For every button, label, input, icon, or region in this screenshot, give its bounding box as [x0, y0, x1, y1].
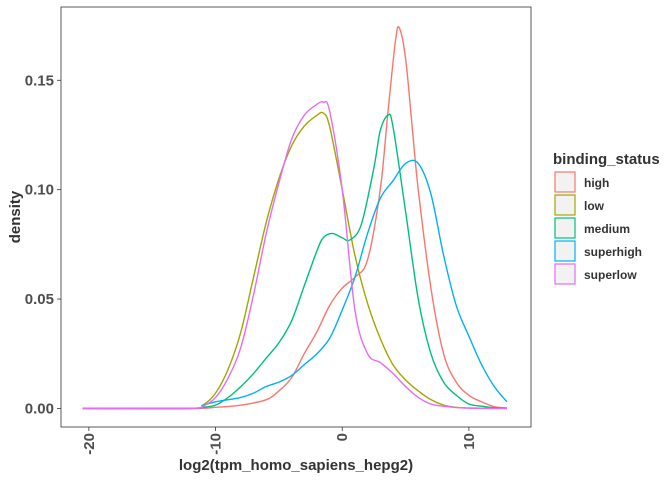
- y-axis-title: density: [7, 190, 24, 243]
- legend-key-medium: [554, 217, 576, 239]
- x-tick-label: 0: [334, 433, 351, 441]
- legend-label-high: high: [584, 176, 609, 190]
- density-curve-high: [82, 25, 508, 410]
- plot-panel: [60, 6, 532, 428]
- legend-key-superhigh: [554, 240, 576, 262]
- x-tick-label: -10: [208, 433, 225, 455]
- legend-item-medium: medium: [554, 217, 630, 239]
- density-curve-low: [82, 111, 507, 410]
- legend-item-high: high: [554, 171, 609, 193]
- legend-label-superhigh: superhigh: [584, 245, 642, 259]
- y-tick-label: 0.15: [25, 72, 54, 89]
- x-tick-label: 10: [461, 433, 478, 450]
- legend: binding_status high low medium superhigh sup…: [553, 151, 660, 285]
- density-curves: [82, 25, 508, 410]
- legend-item-low: low: [554, 194, 605, 216]
- x-axis-title: log2(tpm_homo_sapiens_hepg2): [179, 457, 413, 474]
- density-curve-superhigh: [82, 159, 508, 410]
- x-axis: -20 -10 0 10: [81, 427, 478, 455]
- legend-item-superhigh: superhigh: [554, 240, 642, 262]
- density-curve-superlow: [82, 100, 507, 410]
- legend-title: binding_status: [553, 151, 660, 168]
- density-curve-medium: [82, 113, 507, 410]
- legend-key-superlow: [554, 263, 576, 285]
- legend-item-superlow: superlow: [554, 263, 637, 285]
- legend-label-low: low: [584, 199, 605, 213]
- x-tick-label: -20: [81, 433, 98, 455]
- legend-key-high: [554, 171, 576, 193]
- y-axis: 0.00 0.05 0.10 0.15: [25, 72, 61, 417]
- legend-key-low: [554, 194, 576, 216]
- y-tick-label: 0.00: [25, 400, 54, 417]
- y-tick-label: 0.05: [25, 291, 54, 308]
- legend-label-superlow: superlow: [584, 268, 637, 282]
- y-tick-label: 0.10: [25, 182, 54, 199]
- legend-label-medium: medium: [584, 222, 630, 236]
